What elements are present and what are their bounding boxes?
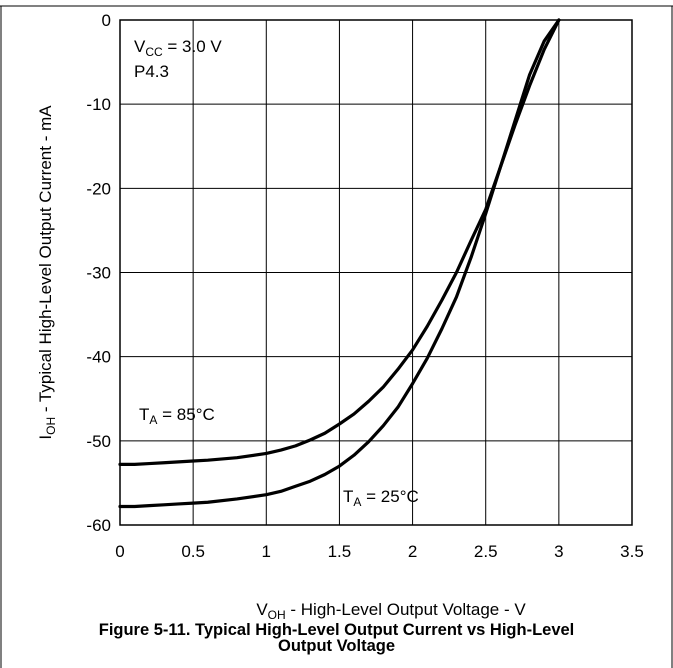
x-axis-title: VOH - High-Level Output Voltage - V — [256, 600, 526, 622]
series-group — [118, 18, 561, 509]
caption-line-2: Output Voltage — [277, 637, 395, 655]
x-tick-label: 0 — [115, 542, 124, 561]
annotation-ta25: TA = 25°C — [343, 487, 419, 509]
y-axis-title: IOH - Typical High-Level Output Current … — [36, 105, 58, 440]
y-tick-label: -10 — [86, 95, 111, 114]
x-tick-label: 3 — [554, 542, 563, 561]
x-tick-labels: 0 0.5 1 1.5 2 2.5 3 3.5 — [115, 542, 644, 561]
annotation-vcc: VCC = 3.0 V — [134, 37, 222, 59]
x-tick-label: 3.5 — [620, 542, 644, 561]
caption-line-1: Figure 5-11. Typical High-Level Output C… — [98, 621, 575, 639]
y-tick-labels: 0 -10 -20 -30 -40 -50 -60 — [86, 11, 111, 535]
x-tick-label: 2.5 — [474, 542, 498, 561]
x-tick-label: 2 — [408, 542, 417, 561]
figure-caption: Figure 5-11. Typical High-Level Output C… — [0, 621, 673, 655]
y-tick-label: -60 — [86, 516, 111, 535]
grid — [120, 20, 632, 525]
annotations: VCC = 3.0 V P4.3 TA = 85°C TA = 25°C — [134, 37, 419, 509]
plot-area — [119, 19, 633, 526]
x-tick-label: 1.5 — [328, 542, 352, 561]
series-line-ta-25c — [118, 18, 561, 509]
annotation-ta85: TA = 85°C — [139, 405, 215, 427]
y-tick-label: -30 — [86, 264, 111, 283]
x-tick-label: 1 — [262, 542, 271, 561]
y-tick-label: -40 — [86, 348, 111, 367]
annotation-port: P4.3 — [134, 62, 169, 81]
y-tick-label: -50 — [86, 432, 111, 451]
y-tick-label: 0 — [102, 11, 111, 30]
y-tick-label: -20 — [86, 179, 111, 198]
x-tick-label: 0.5 — [181, 542, 205, 561]
